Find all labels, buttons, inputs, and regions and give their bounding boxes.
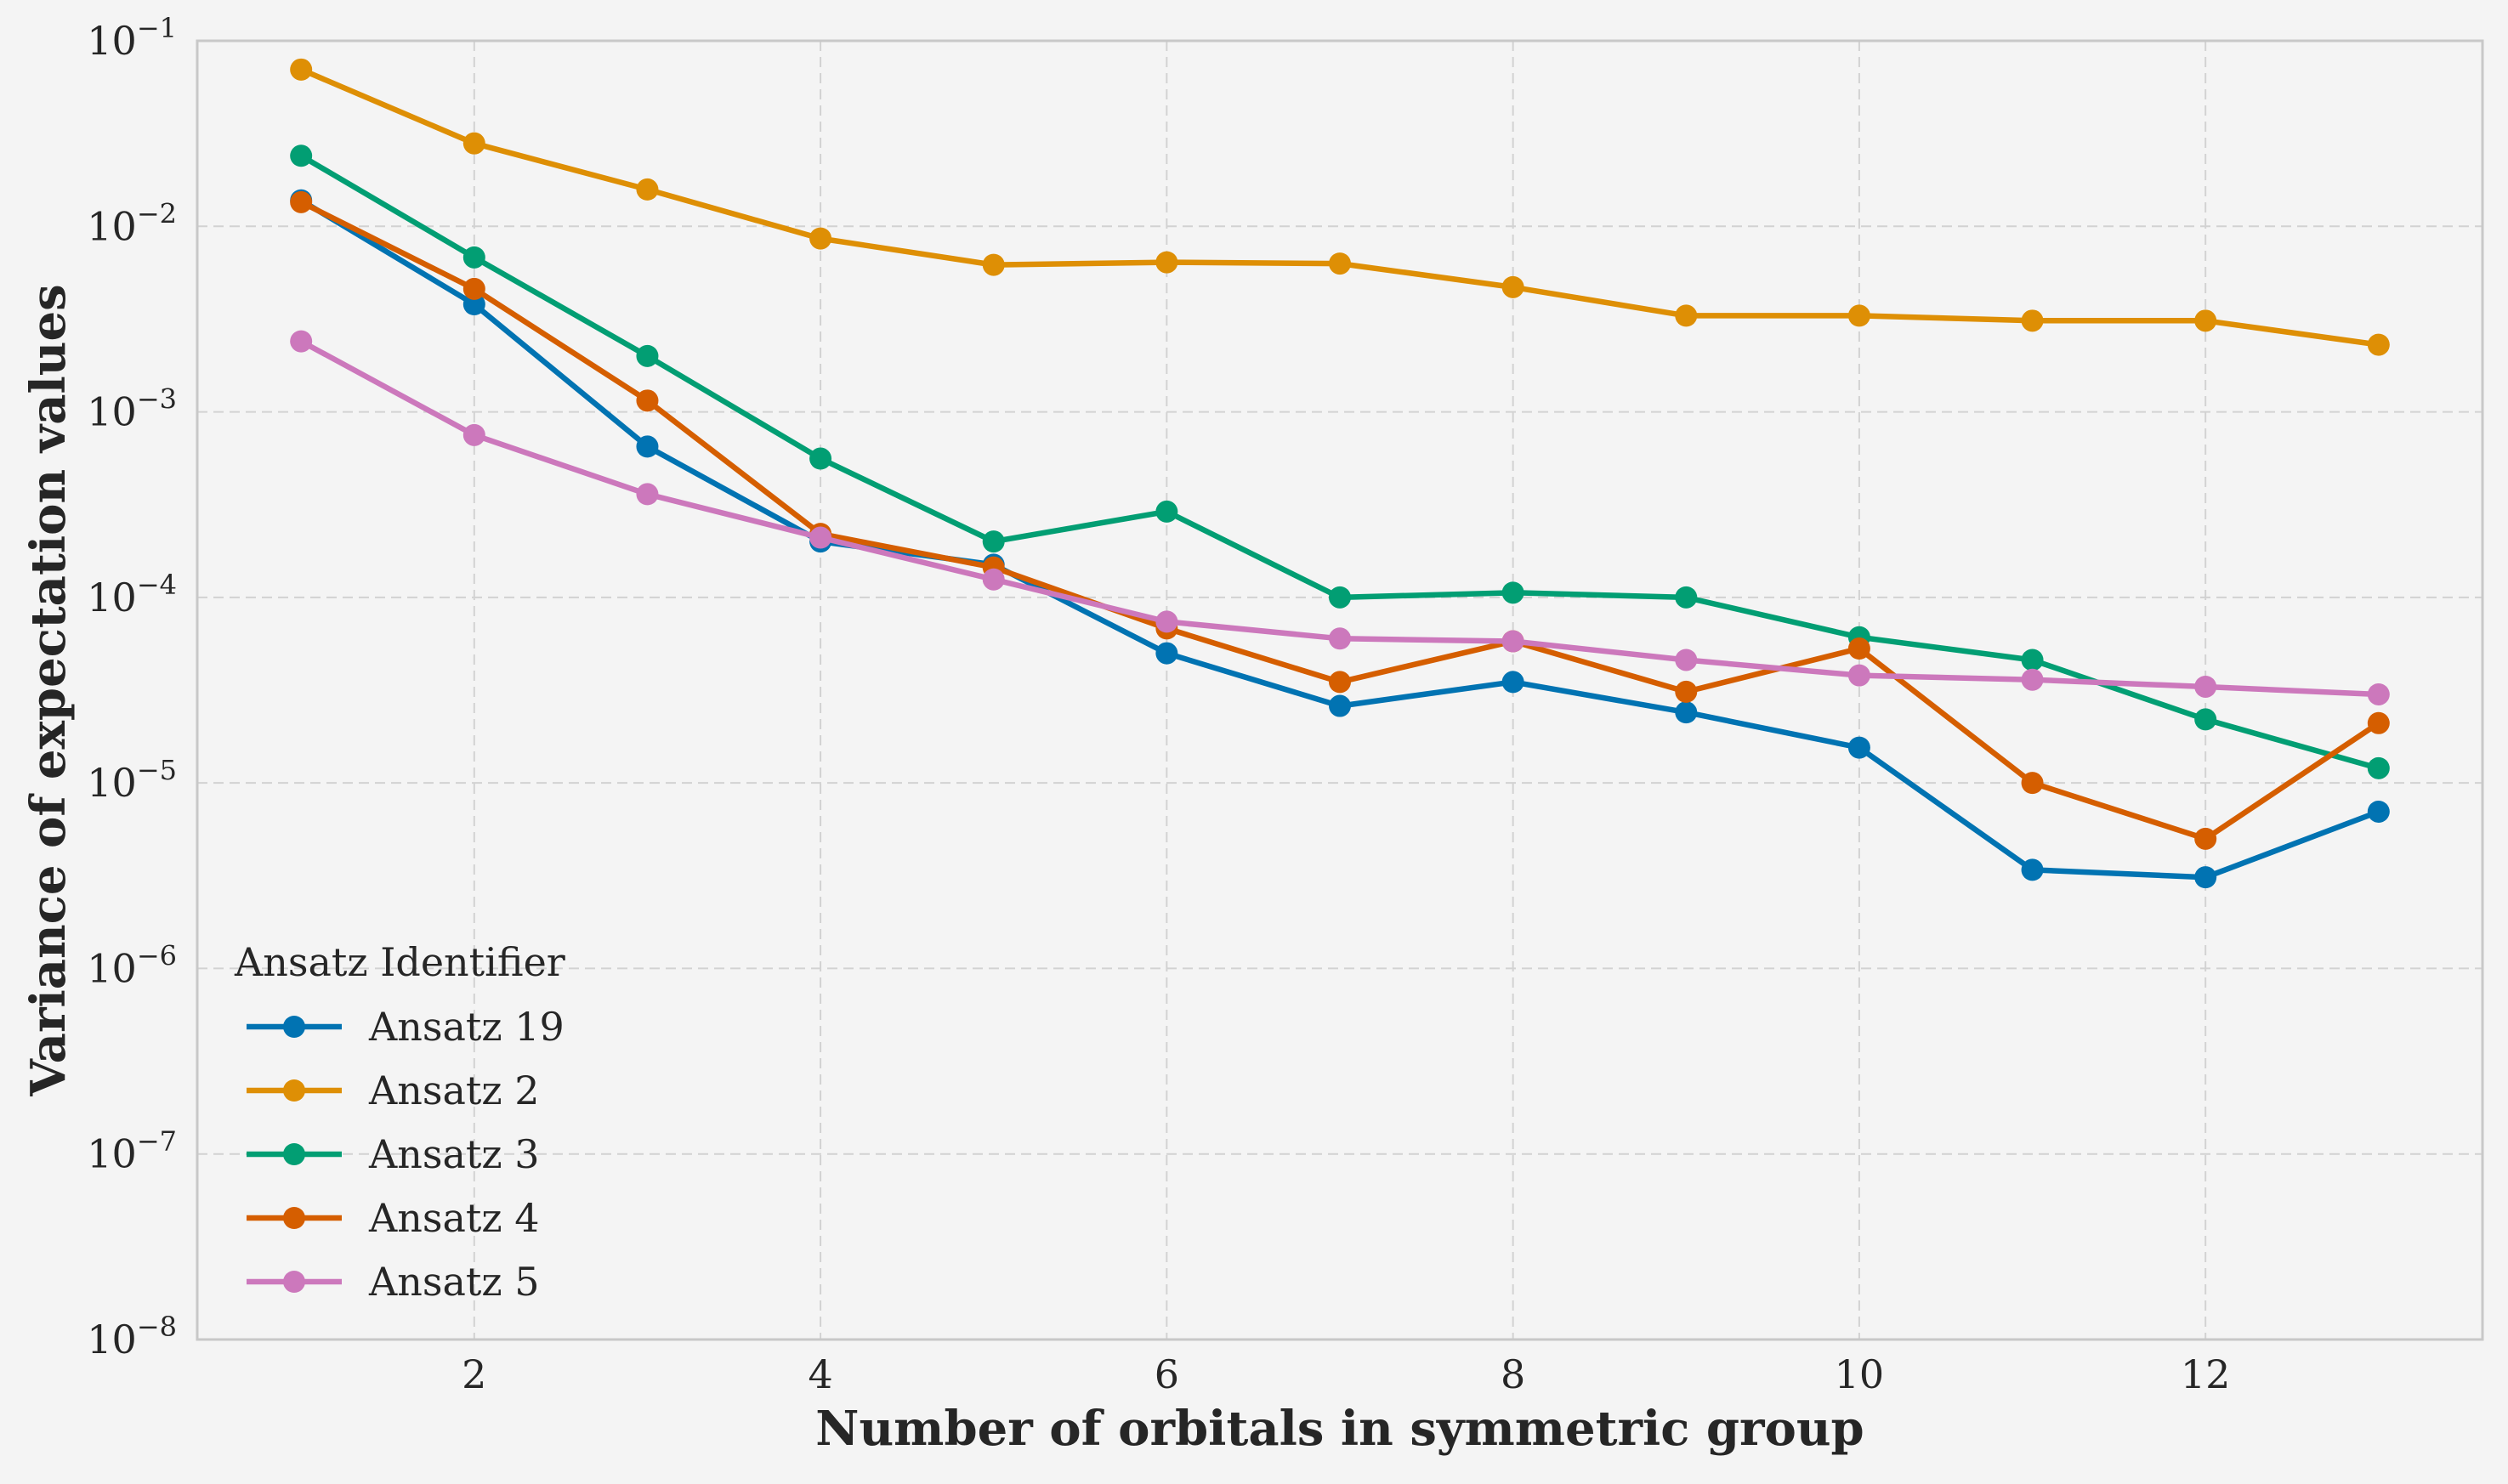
data-point [462, 132, 485, 155]
legend-marker-swatch [283, 1079, 305, 1102]
y-tick-label: 10−8 [87, 1311, 177, 1362]
data-point [2367, 800, 2390, 823]
data-point [636, 389, 659, 412]
data-point [2021, 858, 2044, 881]
data-point [2021, 309, 2044, 332]
data-point [1501, 630, 1524, 653]
data-point [1155, 610, 1178, 633]
data-point [1847, 664, 1870, 687]
data-point [982, 568, 1005, 591]
data-point [1329, 252, 1351, 275]
data-point [462, 423, 485, 446]
legend-label: Ansatz 4 [368, 1195, 540, 1241]
data-point [462, 277, 485, 300]
x-axis-title: Number of orbitals in symmetric group [815, 1401, 1864, 1457]
x-tick-label: 12 [2181, 1351, 2231, 1397]
y-axis-ticks: 10−8 10−7 10−6 10−5 10−4 10−3 10−2 10−1 [87, 12, 177, 1362]
legend-item: Ansatz 19 [247, 1004, 565, 1050]
x-tick-label: 6 [1155, 1351, 1179, 1397]
y-tick-label: 10−3 [87, 383, 177, 435]
legend-marker-swatch [283, 1016, 305, 1038]
x-tick-label: 8 [1501, 1351, 1525, 1397]
y-tick-label: 10−6 [87, 939, 177, 991]
data-point [2367, 756, 2390, 779]
data-point [2021, 668, 2044, 691]
data-point [2194, 866, 2217, 889]
legend: Ansatz Identifier Ansatz 19 Ansatz 2 Ansat… [234, 939, 565, 1305]
data-point [1675, 701, 1698, 724]
legend-label: Ansatz 3 [368, 1131, 540, 1177]
x-tick-label: 4 [808, 1351, 832, 1397]
data-point [2194, 309, 2217, 332]
data-point [1847, 637, 1870, 660]
legend-marker-swatch [283, 1143, 305, 1165]
data-point [1675, 680, 1698, 703]
data-point [982, 530, 1005, 553]
data-point [1675, 586, 1698, 609]
data-point [1501, 671, 1524, 694]
x-tick-label: 2 [462, 1351, 486, 1397]
data-point [2194, 708, 2217, 731]
data-point [809, 447, 832, 470]
data-point [809, 227, 832, 250]
legend-label: Ansatz 5 [368, 1259, 540, 1305]
data-point [1501, 581, 1524, 604]
legend-item: Ansatz 2 [247, 1068, 540, 1113]
legend-label: Ansatz 2 [368, 1068, 540, 1113]
data-point [1155, 251, 1178, 274]
data-point [1155, 642, 1178, 665]
data-point [1329, 627, 1351, 650]
data-point [636, 344, 659, 367]
legend-item: Ansatz 3 [247, 1131, 540, 1177]
data-point [290, 190, 313, 213]
data-point [2367, 333, 2390, 356]
data-point [2021, 649, 2044, 671]
y-tick-label: 10−2 [87, 197, 177, 249]
data-point [2194, 827, 2217, 850]
data-point [636, 178, 659, 201]
legend-title: Ansatz Identifier [234, 939, 565, 985]
data-point [1675, 304, 1698, 327]
data-point [290, 144, 313, 167]
data-point [636, 435, 659, 458]
y-tick-label: 10−5 [87, 754, 177, 806]
series-ansatz-3 [290, 144, 2390, 779]
data-point [809, 526, 832, 549]
data-series [290, 58, 2390, 889]
data-point [636, 483, 659, 506]
data-point [462, 246, 485, 269]
y-tick-label: 10−4 [87, 569, 177, 620]
y-tick-label: 10−1 [87, 12, 177, 64]
data-point [290, 58, 313, 81]
data-point [462, 293, 485, 316]
y-axis-title: Variance of expectation values [20, 284, 77, 1096]
data-point [1329, 586, 1351, 609]
data-point [1329, 671, 1351, 694]
legend-marker-swatch [283, 1207, 305, 1229]
series-ansatz-5 [290, 330, 2390, 705]
data-point [1675, 649, 1698, 671]
legend-item: Ansatz 5 [247, 1259, 540, 1305]
data-point [982, 253, 1005, 276]
data-point [1329, 694, 1351, 717]
data-point [1155, 500, 1178, 523]
data-point [2367, 683, 2390, 705]
plot-frame [196, 39, 2484, 1341]
legend-label: Ansatz 19 [368, 1004, 565, 1050]
legend-marker-swatch [283, 1271, 305, 1293]
data-point [2367, 711, 2390, 734]
x-axis-ticks: 2 4 6 8 10 12 [462, 1351, 2230, 1397]
data-point [2194, 675, 2217, 698]
y-tick-label: 10−7 [87, 1125, 177, 1177]
legend-item: Ansatz 4 [247, 1195, 540, 1241]
data-point [2021, 772, 2044, 795]
data-point [1501, 275, 1524, 298]
series-ansatz-2 [290, 58, 2390, 356]
data-point [1847, 736, 1870, 759]
data-point [1847, 304, 1870, 327]
data-point [290, 330, 313, 353]
x-tick-label: 10 [1835, 1351, 1885, 1397]
